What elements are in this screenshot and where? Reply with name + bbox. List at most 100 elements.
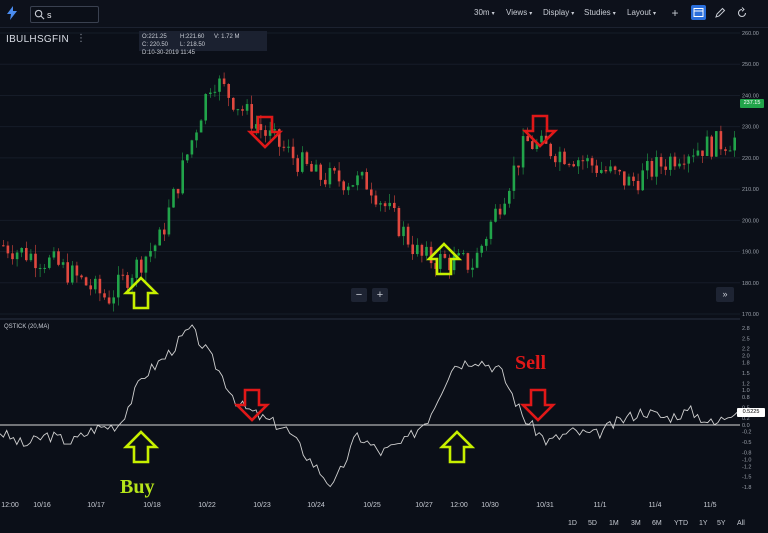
qstick-value-badge: 0.5225 (737, 408, 765, 417)
candle-body (291, 146, 295, 159)
qstick-tick-label: 1.8 (742, 361, 750, 367)
symbol-title[interactable]: IBULHSGFIN (6, 34, 70, 45)
candle-body (61, 262, 65, 265)
pencil-icon[interactable] (713, 6, 727, 20)
candle-body (416, 244, 419, 255)
candle-body (457, 253, 460, 256)
candle-body (646, 161, 649, 171)
range-button-6m[interactable]: 6M (652, 520, 662, 527)
candle-body (15, 252, 19, 260)
candle-body (268, 130, 272, 136)
symbol-menu-icon[interactable]: ⋮ (76, 33, 86, 44)
scroll-to-latest-button[interactable]: » (716, 287, 734, 302)
candle-body (517, 165, 520, 168)
candle-body (609, 166, 612, 172)
candle-body (636, 180, 640, 191)
qstick-tick-label: -0.2 (742, 430, 751, 436)
range-button-1y[interactable]: 1Y (699, 520, 708, 527)
candle-body (232, 97, 235, 110)
candle-body (264, 130, 267, 136)
candle-body (167, 207, 171, 235)
candle-body (466, 253, 470, 270)
views-menu[interactable]: Views ▾ (506, 8, 532, 17)
refresh-icon[interactable] (735, 6, 749, 20)
qstick-tick-label: -1.2 (742, 464, 751, 470)
candle-body (563, 151, 566, 165)
candle-body (498, 208, 502, 215)
candle-body (103, 293, 106, 298)
time-tick-label: 10/22 (198, 502, 216, 509)
range-button-1d[interactable]: 1D (568, 520, 577, 527)
range-button-ytd[interactable]: YTD (674, 520, 688, 527)
candle-body (181, 160, 184, 194)
candle-body (572, 164, 575, 167)
studies-label: Studies (584, 8, 611, 17)
candle-body (107, 297, 111, 304)
crosshair-icon[interactable]: + (671, 6, 679, 20)
candle-body (273, 129, 276, 131)
candle-body (314, 164, 318, 172)
candle-body (310, 163, 313, 172)
range-button-all[interactable]: All (737, 520, 745, 527)
high-value: H:221.60 (180, 34, 205, 40)
range-button-1m[interactable]: 1M (609, 520, 619, 527)
candle-body (241, 109, 244, 111)
price-axis: 260.00 250.00 240.00 230.00 220.00 210.00 200.… (742, 31, 759, 318)
time-tick-label: 10/16 (33, 502, 51, 509)
candle-body (2, 245, 5, 247)
candle-body (324, 179, 327, 185)
qstick-tick-label: 1.0 (742, 388, 750, 394)
candle-body (425, 246, 428, 256)
qstick-tick-label: 0.0 (742, 423, 750, 429)
layout-menu[interactable]: Layout ▾ (627, 8, 656, 17)
qstick-tick-label: 2.0 (742, 354, 750, 360)
range-button-5y[interactable]: 5Y (717, 520, 726, 527)
candle-body (687, 156, 690, 164)
candle-body (535, 142, 539, 149)
candle-body (282, 146, 286, 148)
qstick-study-label[interactable]: QSTICK (20,MA) (4, 324, 50, 330)
range-button-5d[interactable]: 5D (588, 520, 597, 527)
candle-body (112, 297, 115, 304)
time-tick-label: 10/24 (307, 502, 325, 509)
price-tick-label: 250.00 (742, 62, 759, 68)
time-tick-label: 12:00 (450, 502, 468, 509)
candle-body (719, 131, 723, 150)
candle-body (94, 278, 97, 290)
price-tick-label: 260.00 (742, 31, 759, 37)
candle-body (278, 129, 281, 147)
top-toolbar: 30m▾ Views▾ Display▾ Studies▾ Layout▾ + (0, 0, 768, 28)
sell-annotation: Sell (515, 352, 546, 375)
candle-body (149, 250, 152, 257)
candle-body (503, 203, 506, 215)
candle-body (356, 175, 359, 186)
candle-body (494, 208, 497, 222)
zoom-out-button[interactable]: − (351, 288, 367, 302)
candle-body (360, 172, 364, 176)
buy-arrow-icon (122, 276, 160, 310)
symbol-search[interactable] (30, 6, 99, 23)
candle-body (567, 164, 571, 166)
volume-value: V: 1.72 M (214, 34, 240, 40)
studies-menu[interactable]: Studies ▾ (584, 8, 616, 17)
qstick-tick-label: -1.8 (742, 485, 751, 491)
candle-body (328, 168, 332, 185)
candle-body (627, 176, 631, 186)
range-button-3m[interactable]: 3M (631, 520, 641, 527)
candle-body (462, 253, 465, 255)
display-menu[interactable]: Display ▾ (543, 8, 574, 17)
candle-body (710, 136, 713, 157)
views-label: Views (506, 8, 528, 17)
candle-body (48, 257, 51, 268)
lightning-logo-icon[interactable] (4, 5, 20, 21)
search-input[interactable] (47, 8, 97, 21)
fullscreen-button[interactable] (691, 5, 706, 20)
chart-area[interactable]: 260.00 250.00 240.00 230.00 220.00 210.00 200.… (0, 28, 768, 533)
candle-body (485, 238, 488, 246)
candle-body (121, 274, 125, 276)
candle-body (669, 156, 672, 170)
zoom-in-button[interactable]: + (372, 288, 388, 302)
candle-body (623, 171, 626, 186)
candle-body (586, 158, 589, 162)
interval-dropdown[interactable]: 30m ▾ (474, 8, 495, 17)
